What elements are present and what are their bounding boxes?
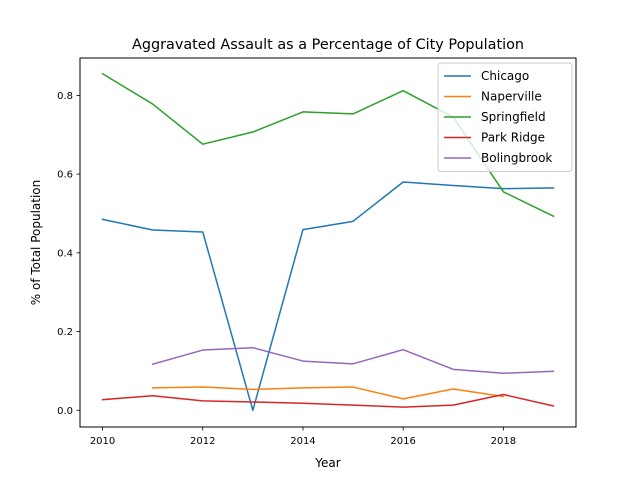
legend-label-springfield: Springfield (481, 110, 546, 124)
x-tick-label: 2014 (290, 436, 315, 447)
series-line-chicago (101, 181, 555, 412)
legend: Chicago Naperville Springfield Park Ridge Bo… (437, 62, 573, 172)
legend-label-naperville: Naperville (481, 90, 542, 104)
legend-label-bolingbrook: Bolingbrook (481, 151, 552, 165)
y-tick-label: 0.6 (57, 170, 73, 181)
legend-label-park-ridge: Park Ridge (481, 131, 545, 145)
y-axis: 0.0 0.2 0.4 0.6 0.8 (57, 91, 80, 417)
x-tick-label: 2016 (390, 436, 415, 447)
series-line-naperville (151, 386, 505, 400)
y-tick-label: 0.8 (57, 91, 73, 102)
series-line-park-ridge (101, 393, 555, 408)
y-tick-label: 0.4 (57, 248, 73, 259)
legend-box (437, 62, 573, 172)
x-axis-label: Year (314, 456, 340, 470)
x-tick-label: 2018 (491, 436, 516, 447)
x-axis: 2010 2012 2014 2016 2018 (90, 427, 516, 447)
series-line-bolingbrook (151, 346, 555, 375)
plot-frame (79, 57, 577, 428)
x-tick-label: 2012 (190, 436, 215, 447)
y-tick-label: 0.0 (57, 406, 73, 417)
y-axis-label: % of Total Population (29, 180, 43, 305)
legend-label-chicago: Chicago (481, 69, 529, 83)
x-tick-label: 2010 (90, 436, 115, 447)
chart-title: Aggravated Assault as a Percentage of Ci… (132, 37, 524, 53)
y-tick-label: 0.2 (57, 327, 73, 338)
